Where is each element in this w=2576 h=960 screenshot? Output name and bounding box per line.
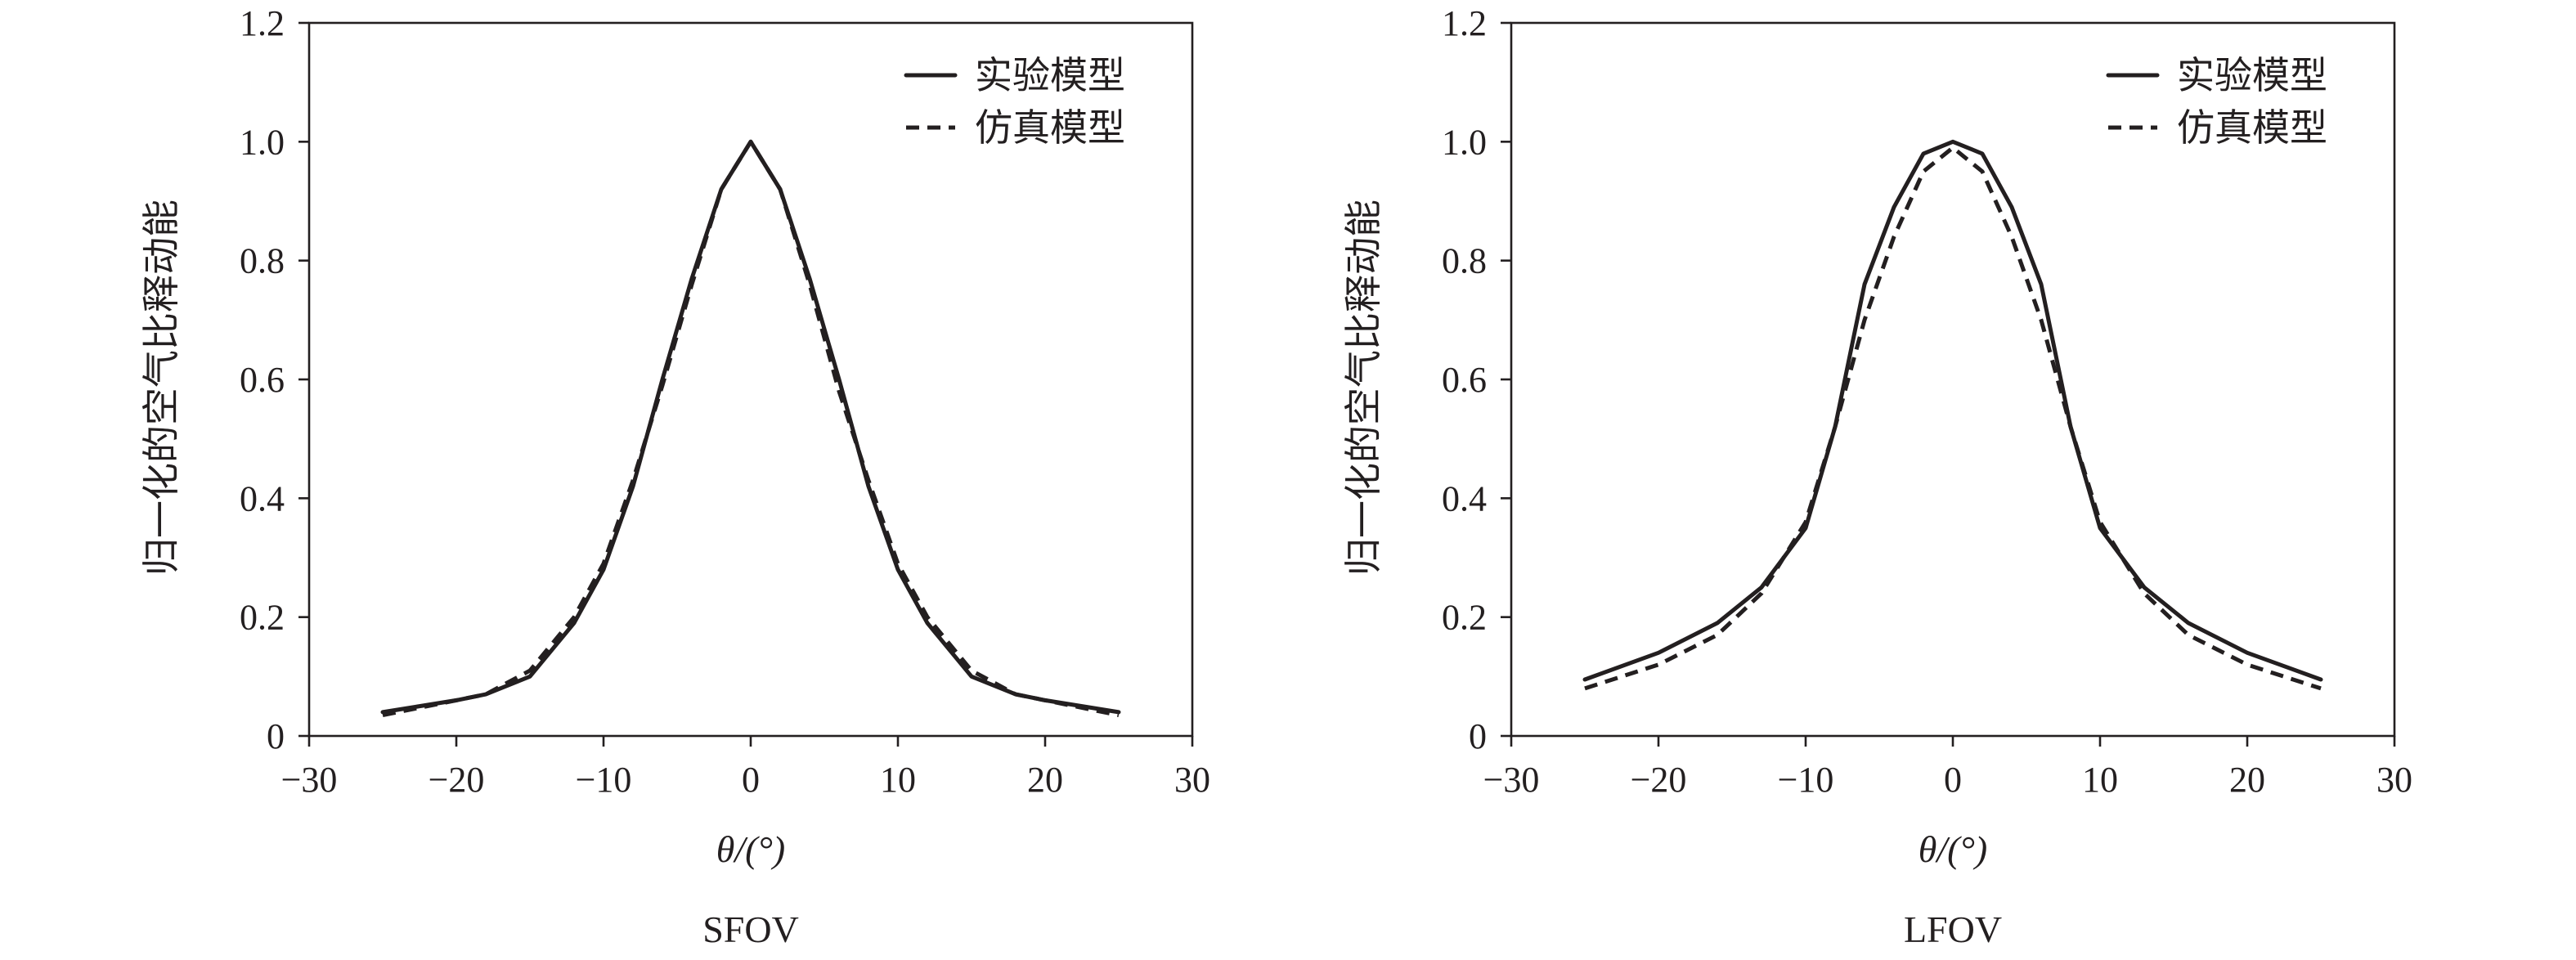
y-tick-label: 0.4 [1442,478,1487,518]
y-tick-label: 0.2 [240,598,285,638]
y-tick-label: 0.6 [240,360,285,400]
x-tick-label: −30 [281,760,338,800]
panel-caption: LFOV [1904,908,2002,950]
y-axis-title: 归一化的空气比释动能 [1343,200,1384,576]
legend-label: 仿真模型 [975,107,1125,149]
series-line-simulation [382,139,1120,718]
y-axis-title: 归一化的空气比释动能 [141,200,182,576]
y-tick-label: 0.8 [240,241,285,281]
y-tick-label: 0 [1469,716,1487,756]
y-tick-label: 0.4 [240,478,285,518]
y-tick-label: 0.6 [1442,360,1487,400]
y-tick-label: 1.0 [240,122,285,162]
chart-panel-lfov: −30 −20 −10 0 10 20 30 0 0.2 0.4 0.6 0.8 1.0 1.2 θ/(°)… [1343,3,2412,950]
x-tick-label: 10 [880,760,916,800]
legend-label: 实验模型 [2177,55,2327,96]
y-tick-label: 0.2 [1442,598,1487,638]
x-tick-label: 20 [1027,760,1063,800]
x-tick-label: 0 [742,760,760,800]
legend-label: 仿真模型 [2177,107,2327,149]
x-tick-label: −10 [576,760,632,800]
legend-label: 实验模型 [975,55,1125,96]
y-tick-label: 1.2 [1442,3,1487,43]
x-axis-title: θ/(°) [716,828,785,870]
x-tick-label: −30 [1483,760,1540,800]
y-tick-label: 1.0 [1442,122,1487,162]
y-tick-label: 0.8 [1442,241,1487,281]
panel-caption: SFOV [702,908,799,950]
x-tick-label: −20 [429,760,485,800]
series-line-experiment [1582,139,2323,682]
x-tick-label: −10 [1778,760,1834,800]
x-tick-label: 30 [1174,760,1210,800]
x-tick-label: 0 [1944,760,1962,800]
series-line-experiment [380,139,1121,715]
x-tick-label: 10 [2082,760,2118,800]
x-tick-label: −20 [1631,760,1687,800]
x-axis-title: θ/(°) [1919,828,1987,870]
y-tick-label: 0 [267,716,285,756]
x-tick-label: 30 [2376,760,2412,800]
series-line-simulation [1584,146,2322,691]
y-tick-label: 1.2 [240,3,285,43]
chart-panel-sfov: −30 −20 −10 0 10 20 30 0 0.2 0.4 0.6 0.8 1.0 1.2 θ/(°)… [141,3,1210,950]
x-tick-label: 20 [2229,760,2265,800]
